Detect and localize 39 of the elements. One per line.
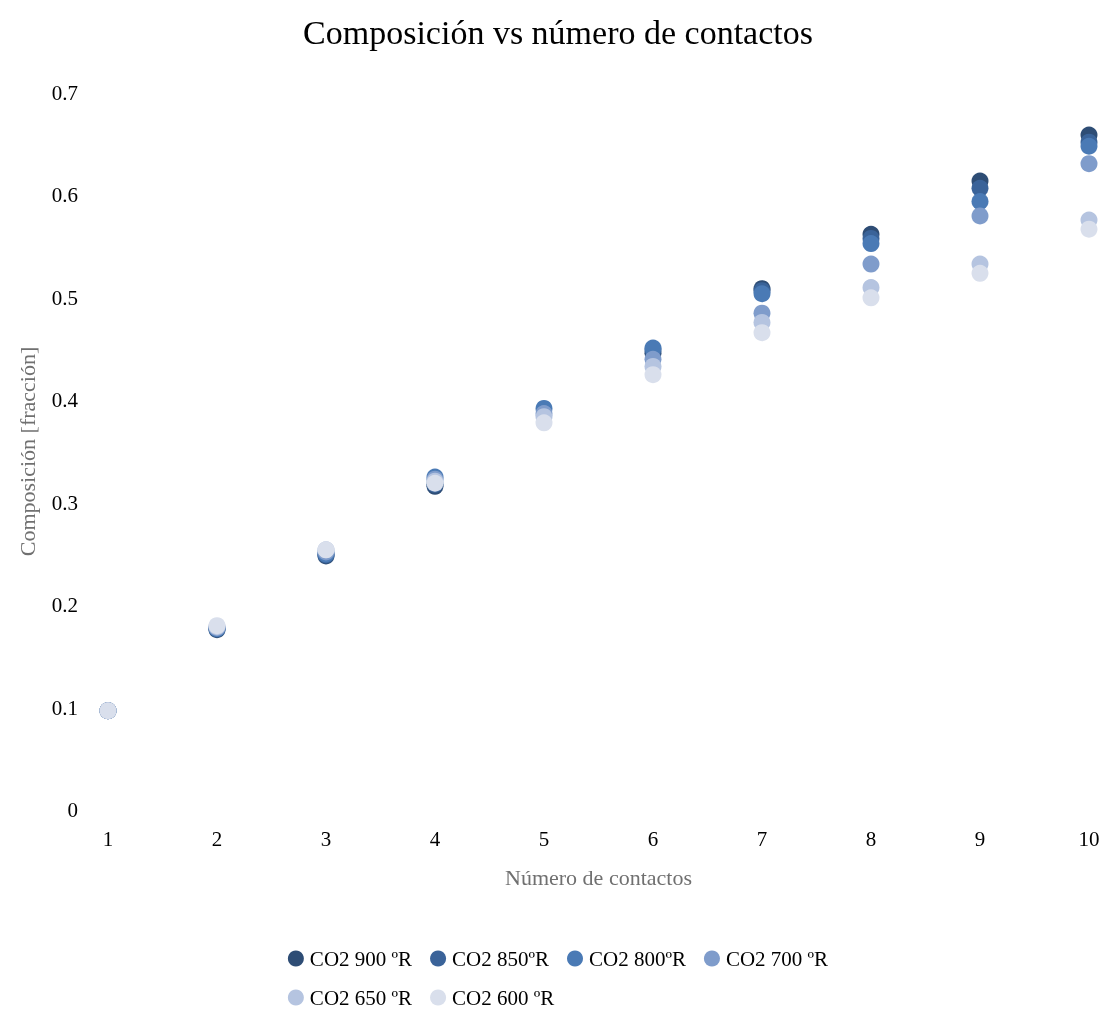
x-tick-label: 2 [211, 826, 223, 851]
legend-label: CO2 850ºR [452, 946, 550, 971]
point [535, 414, 553, 432]
x-tick-label: 4 [429, 826, 441, 851]
y-tick-label: 0.6 [51, 183, 78, 208]
legend-label: CO2 650 ºR [309, 985, 413, 1010]
legend-label: CO2 700 ºR [725, 946, 829, 971]
x-tick-label: 6 [647, 826, 659, 851]
x-axis-title: Número de contactos [505, 864, 692, 890]
point [971, 264, 989, 282]
x-tick-label: 7 [756, 826, 768, 851]
point [644, 366, 662, 384]
point [1080, 137, 1098, 155]
point [971, 193, 989, 211]
point [971, 207, 989, 225]
x-tick-label: 9 [974, 826, 986, 851]
y-tick-label: 0.7 [51, 81, 78, 105]
y-tick-label: 0.1 [51, 695, 78, 720]
y-tick-label: 0.3 [51, 490, 78, 515]
point [862, 235, 880, 253]
point [753, 324, 771, 342]
legend-label: CO2 900 ºR [309, 946, 413, 971]
x-tick-label: 5 [538, 826, 550, 851]
y-tick-label: 0.5 [51, 285, 78, 310]
y-tick-label: 0.4 [51, 388, 79, 413]
chart-title: Composición vs número de contactos [303, 13, 813, 51]
point [862, 289, 880, 307]
point [862, 255, 880, 273]
x-tick-label: 1 [102, 826, 114, 851]
x-tick-label: 8 [865, 826, 877, 851]
point [1080, 155, 1098, 173]
y-axis-title: Composición [fracción] [14, 346, 40, 557]
x-tick-label: 10 [1078, 826, 1100, 851]
y-tick-label: 0 [67, 798, 78, 822]
x-tick-label: 3 [320, 826, 332, 851]
legend-label: CO2 800ºR [589, 946, 686, 971]
point [1080, 220, 1098, 238]
y-tick-label: 0.2 [51, 593, 78, 618]
legend-label: CO2 600 ºR [452, 985, 555, 1010]
